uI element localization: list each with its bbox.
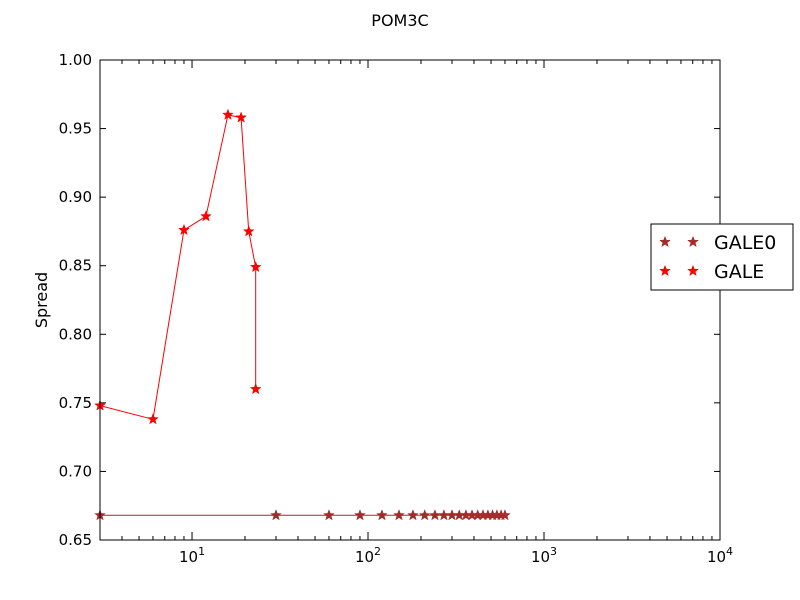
x-tick-exponent: 1 (198, 545, 205, 558)
x-tick-label: 102 (355, 545, 381, 566)
data-point-gale0 (270, 509, 282, 521)
data-point-gale0 (438, 509, 450, 521)
data-point-gale0 (393, 509, 405, 521)
x-tick-label: 103 (531, 545, 557, 566)
data-point-gale (249, 382, 262, 395)
data-point-gale (178, 223, 190, 236)
legend-marker-gale (687, 264, 699, 277)
legend-label-gale0: GALE0 (714, 232, 776, 254)
chart-title: POM3C (371, 11, 428, 30)
y-axis-label: Spread (32, 272, 51, 328)
data-point-gale (147, 413, 159, 425)
y-tick-label: 0.70 (59, 462, 92, 480)
y-tick-label: 0.95 (59, 120, 92, 138)
x-tick-exponent: 4 (726, 545, 733, 558)
data-point-gale (200, 210, 212, 222)
y-tick-label: 0.80 (59, 325, 92, 343)
data-point-gale (249, 260, 262, 273)
y-tick-label: 0.65 (59, 531, 92, 549)
y-tick-label: 1.00 (59, 51, 92, 69)
data-point-gale (222, 108, 234, 120)
data-point-gale0 (323, 509, 335, 521)
data-point-gale0 (407, 509, 419, 521)
y-tick-label: 0.85 (59, 257, 92, 275)
data-point-gale0 (499, 509, 511, 521)
x-tick-exponent: 2 (374, 545, 381, 558)
data-point-gale0 (354, 509, 366, 521)
series-line-gale (100, 114, 257, 420)
x-tick-label: 104 (707, 545, 733, 566)
series-group (100, 114, 505, 516)
y-tick-label: 0.90 (59, 188, 92, 206)
data-point-gale (235, 111, 247, 123)
data-point-gale0 (418, 509, 431, 521)
legend-marker-gale0 (687, 235, 699, 248)
y-tick-label: 0.75 (59, 394, 92, 412)
x-tick-label: 101 (179, 545, 205, 566)
legend-marker-gale (659, 264, 671, 277)
x-tick-exponent: 3 (550, 545, 557, 558)
plot-area: 0.65 0.70 0.75 0.80 0.85 0.90 0.95 1.00 101 102 10… (59, 51, 733, 566)
plot-frame (99, 59, 721, 541)
legend-label-gale: GALE (714, 261, 764, 283)
data-point-gale0 (376, 509, 388, 521)
legend: GALE0 GALE (650, 223, 794, 291)
legend-box (650, 223, 794, 291)
data-point-gale0 (429, 509, 441, 521)
data-point-gale (242, 225, 255, 237)
legend-marker-gale0 (659, 235, 671, 248)
